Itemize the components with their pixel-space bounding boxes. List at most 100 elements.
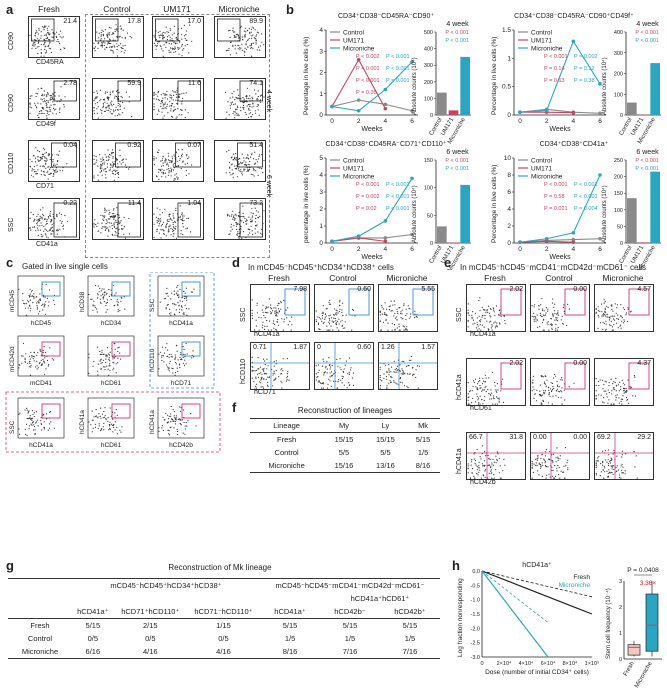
x-tick-label: 4 (572, 118, 576, 125)
event-dot (191, 291, 193, 293)
event-dot (337, 312, 339, 314)
event-dot (487, 477, 489, 479)
event-dot (534, 316, 536, 318)
event-dot (595, 378, 597, 380)
event-dot (109, 351, 111, 353)
event-dot (38, 362, 41, 364)
event-dot (182, 160, 184, 162)
facs-svg (531, 362, 586, 405)
event-dot (116, 234, 118, 236)
event-dot (114, 169, 116, 171)
event-dot (245, 31, 247, 33)
facs-svg (227, 202, 265, 239)
event-dot (109, 212, 111, 214)
table-cell: 8/16 (282, 647, 298, 656)
event-dot (258, 381, 261, 383)
event-dot (328, 301, 330, 303)
ly-header: Ly (381, 421, 390, 430)
event-dot (603, 322, 605, 325)
event-dot (116, 158, 118, 160)
event-dot (166, 103, 168, 105)
event-dot (103, 301, 106, 303)
event-dot (535, 464, 537, 466)
event-dot (186, 155, 188, 157)
event-dot (496, 460, 498, 462)
event-dot (35, 230, 37, 232)
event-dot (114, 28, 116, 30)
event-dot (108, 153, 111, 156)
event-dot (44, 157, 46, 159)
event-dot (553, 477, 555, 479)
event-dot (169, 426, 171, 428)
event-dot (261, 368, 263, 370)
event-dot (610, 320, 612, 322)
event-dot (190, 231, 192, 233)
event-dot (239, 49, 241, 51)
event-dot (44, 94, 46, 96)
bar-y-tick-label: 300 (614, 51, 623, 57)
event-dot (173, 178, 175, 180)
event-dot (101, 288, 103, 290)
event-dot (18, 288, 20, 290)
event-dot (181, 93, 183, 95)
event-dot (599, 475, 601, 477)
event-dot (46, 92, 48, 94)
event-dot (119, 154, 121, 157)
event-dot (106, 97, 109, 99)
event-dot (405, 314, 407, 317)
event-dot (103, 163, 105, 165)
event-dot (485, 455, 487, 457)
gate-percentage: 66.7 (469, 434, 483, 441)
week-group-box (85, 14, 270, 258)
event-dot (553, 377, 555, 379)
event-dot (46, 297, 49, 299)
event-dot (99, 415, 101, 417)
event-dot (172, 164, 174, 166)
event-dot (177, 164, 179, 167)
event-dot (181, 38, 183, 40)
event-dot (263, 370, 265, 372)
event-dot (250, 218, 252, 220)
event-dot (602, 401, 604, 403)
event-dot (172, 419, 174, 421)
event-dot (561, 403, 563, 405)
y-axis-label: CD110 (8, 152, 15, 174)
event-dot (106, 34, 109, 37)
event-dot (39, 298, 42, 300)
event-dot (109, 167, 111, 169)
event-dot (176, 160, 178, 162)
event-dot (563, 389, 565, 391)
event-dot (412, 374, 414, 376)
event-dot (557, 396, 560, 398)
event-dot (42, 303, 44, 305)
event-dot (170, 421, 172, 423)
event-dot (487, 389, 489, 391)
event-dot (542, 314, 544, 316)
event-dot (252, 174, 254, 176)
event-dot (617, 469, 619, 471)
event-dot (536, 400, 538, 402)
event-dot (241, 171, 243, 173)
event-dot (319, 382, 321, 384)
gate-percentage: 4.37 (637, 360, 651, 367)
event-dot (467, 463, 469, 465)
event-dot (255, 325, 257, 327)
event-dot (326, 387, 328, 389)
event-dot (94, 50, 96, 52)
event-dot (488, 458, 490, 460)
event-dot (43, 174, 45, 176)
event-dot (273, 307, 275, 309)
event-dot (167, 163, 169, 165)
event-dot (153, 98, 155, 100)
event-dot (113, 212, 115, 215)
event-dot (104, 168, 106, 170)
event-dot (36, 38, 38, 40)
event-dot (98, 425, 100, 427)
event-dot (179, 215, 181, 217)
event-dot (29, 98, 31, 100)
event-dot (104, 215, 106, 217)
event-dot (181, 34, 183, 36)
event-dot (250, 28, 252, 30)
event-dot (388, 383, 390, 385)
event-dot (112, 369, 114, 371)
